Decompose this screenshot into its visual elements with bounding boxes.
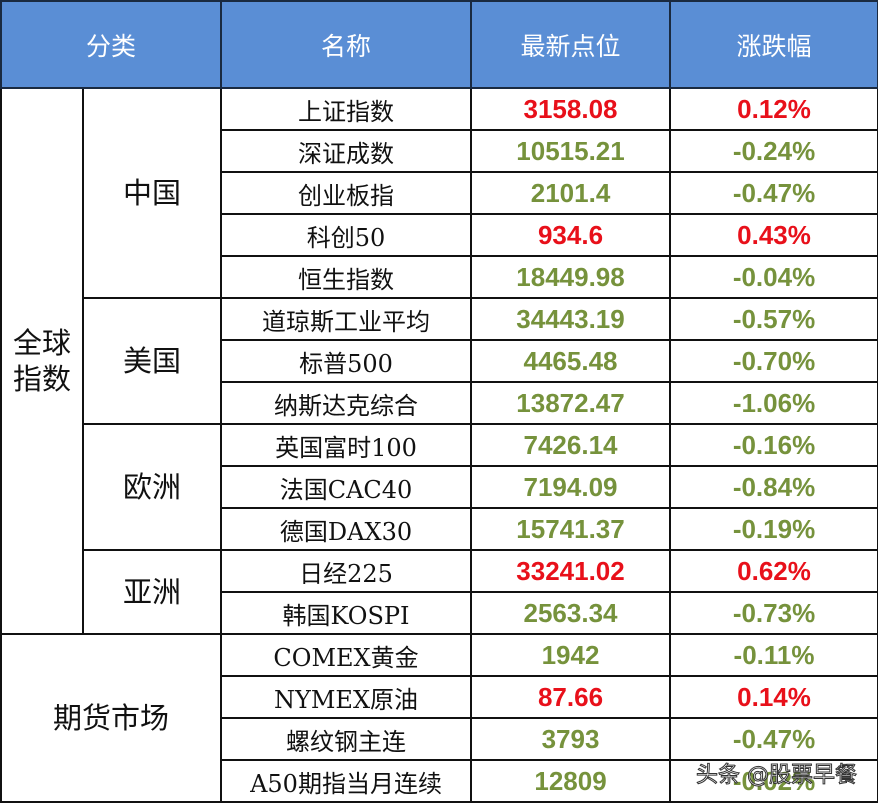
- index-value: 12809: [470, 759, 672, 803]
- group-europe: 欧洲: [81, 423, 223, 551]
- index-name: 深证成数: [220, 129, 473, 173]
- table-row: 创业板指 2101.4 -0.47%: [1, 171, 878, 215]
- index-name: 德国DAX30: [220, 507, 473, 551]
- index-change: -0.57%: [669, 297, 878, 341]
- group-global: 全球 指数: [0, 87, 84, 635]
- index-name: 上证指数: [220, 87, 473, 131]
- index-change: -0.16%: [669, 423, 878, 467]
- index-change: -0.02%: [669, 759, 878, 803]
- index-name: COMEX黄金: [220, 633, 473, 677]
- index-value: 7194.09: [470, 465, 672, 509]
- group-asia: 亚洲: [81, 549, 223, 635]
- index-value: 34443.19: [470, 297, 672, 341]
- index-change: -0.73%: [669, 591, 878, 635]
- table-row: 德国DAX30 15741.37 -0.19%: [1, 507, 878, 551]
- table-row: 欧洲 英国富时100 7426.14 -0.16%: [1, 423, 878, 551]
- index-change: -0.84%: [669, 465, 878, 509]
- group-global-line2: 指数: [12, 362, 71, 396]
- index-name: 纳斯达克综合: [220, 381, 473, 425]
- index-name: 日经225: [220, 549, 473, 593]
- index-value: 33241.02: [470, 549, 672, 593]
- table-row: 恒生指数 18449.98 -0.04%: [1, 255, 878, 299]
- index-change: -0.11%: [669, 633, 878, 677]
- index-value: 7426.14: [470, 423, 672, 467]
- index-name: 螺纹钢主连: [220, 717, 473, 761]
- table-row: 标普500 4465.48 -0.70%: [1, 339, 878, 383]
- index-value: 3158.08: [470, 87, 672, 131]
- table-row: 纳斯达克综合 13872.47 -1.06%: [1, 381, 878, 425]
- group-futures: 期货市场: [0, 633, 223, 803]
- index-change: -0.70%: [669, 339, 878, 383]
- table-row: 美国 道琼斯工业平均 34443.19 -0.57%: [1, 297, 878, 425]
- index-change: -0.47%: [669, 717, 878, 761]
- index-change: -0.19%: [669, 507, 878, 551]
- index-name: 标普500: [220, 339, 473, 383]
- group-usa: 美国: [81, 297, 223, 425]
- header-name: 名称: [220, 0, 473, 89]
- index-name: 韩国KOSPI: [220, 591, 473, 635]
- index-change: 0.43%: [669, 213, 878, 257]
- table-row: 亚洲 日经225 33241.02 0.62%: [1, 549, 878, 635]
- table-row: 法国CAC40 7194.09 -0.84%: [1, 465, 878, 509]
- index-value: 10515.21: [470, 129, 672, 173]
- group-global-line1: 全球: [12, 326, 71, 360]
- index-name: 道琼斯工业平均: [220, 297, 473, 341]
- index-value: 2101.4: [470, 171, 672, 215]
- index-change: -0.24%: [669, 129, 878, 173]
- index-name: A50期指当月连续: [220, 759, 473, 803]
- index-name: 法国CAC40: [220, 465, 473, 509]
- table-row: 螺纹钢主连 3793 -0.47%: [1, 717, 878, 761]
- index-value: 934.6: [470, 213, 672, 257]
- index-value: 87.66: [470, 675, 672, 719]
- table-row: A50期指当月连续 12809 -0.02%: [1, 759, 878, 803]
- index-change: 0.62%: [669, 549, 878, 593]
- index-value: 18449.98: [470, 255, 672, 299]
- index-change: 0.12%: [669, 87, 878, 131]
- index-change: -0.04%: [669, 255, 878, 299]
- index-value: 2563.34: [470, 591, 672, 635]
- table-row: 期货市场 COMEX黄金 1942 -0.11%: [0, 633, 878, 803]
- index-name: 恒生指数: [220, 255, 473, 299]
- table-row: 深证成数 10515.21 -0.24%: [1, 129, 878, 173]
- table-row: NYMEX原油 87.66 0.14%: [1, 675, 878, 719]
- index-change: -1.06%: [669, 381, 878, 425]
- header-latest: 最新点位: [470, 0, 672, 89]
- index-value: 15741.37: [470, 507, 672, 551]
- table-row: 科创50 934.6 0.43%: [1, 213, 878, 257]
- index-name: 英国富时100: [220, 423, 473, 467]
- table-row: 全球 指数 中国 上证指数 3158.08 0.12%: [0, 87, 878, 635]
- index-change: 0.14%: [669, 675, 878, 719]
- index-name: 科创50: [220, 213, 473, 257]
- index-value: 3793: [470, 717, 672, 761]
- header-row: 分类 名称 最新点位 涨跌幅: [0, 0, 878, 89]
- header-category: 分类: [0, 0, 223, 89]
- index-name: 创业板指: [220, 171, 473, 215]
- index-value: 4465.48: [470, 339, 672, 383]
- index-value: 1942: [470, 633, 672, 677]
- index-value: 13872.47: [470, 381, 672, 425]
- table-row: 韩国KOSPI 2563.34 -0.73%: [1, 591, 878, 635]
- header-change: 涨跌幅: [669, 0, 878, 89]
- group-china: 中国: [81, 87, 223, 299]
- index-change: -0.47%: [669, 171, 878, 215]
- index-name: NYMEX原油: [220, 675, 473, 719]
